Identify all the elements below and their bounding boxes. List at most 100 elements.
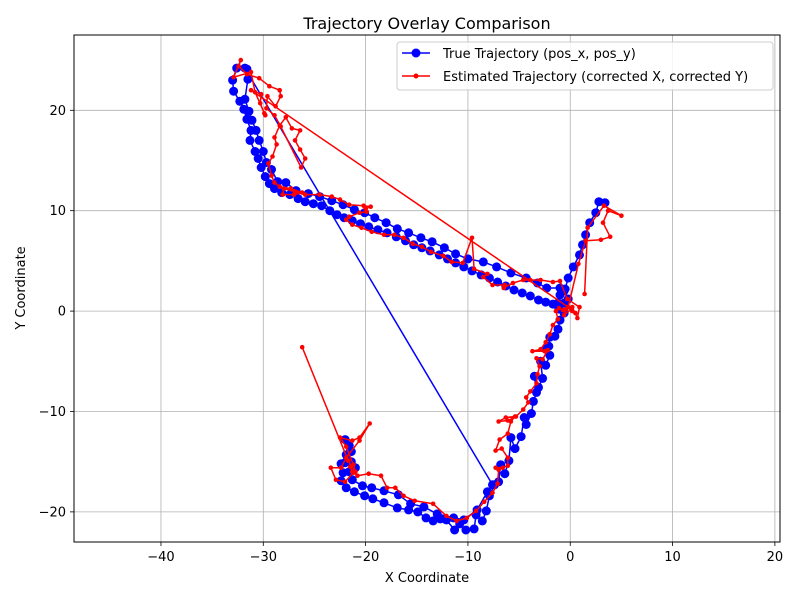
data-point xyxy=(585,218,595,228)
x-tick-label: 10 xyxy=(664,550,681,565)
data-point xyxy=(317,201,327,211)
data-point xyxy=(500,469,510,479)
data-point xyxy=(598,237,604,243)
data-point xyxy=(254,135,264,145)
data-point xyxy=(534,356,539,361)
data-point xyxy=(564,296,570,302)
data-point xyxy=(244,71,250,77)
data-point xyxy=(577,304,582,310)
data-point xyxy=(381,218,391,228)
data-point xyxy=(607,234,613,240)
data-point xyxy=(337,435,343,440)
data-point xyxy=(534,295,543,305)
data-point xyxy=(265,93,270,99)
data-point xyxy=(493,465,498,471)
data-point xyxy=(350,438,355,443)
data-point xyxy=(520,277,526,283)
data-point xyxy=(343,217,349,222)
data-point xyxy=(283,115,289,120)
data-point xyxy=(477,516,487,526)
series-estimated-trajectory xyxy=(231,57,624,524)
data-point xyxy=(517,288,527,298)
data-point xyxy=(336,459,346,469)
data-point xyxy=(381,232,387,238)
data-point xyxy=(557,278,563,284)
data-point xyxy=(561,312,567,318)
data-point xyxy=(297,147,303,152)
data-point xyxy=(262,111,267,116)
data-point xyxy=(252,89,258,95)
data-point xyxy=(530,348,535,354)
data-point xyxy=(300,197,310,207)
data-point xyxy=(502,282,508,288)
data-point xyxy=(513,414,519,419)
data-point xyxy=(289,126,295,131)
data-point xyxy=(348,464,353,470)
data-point xyxy=(506,268,516,278)
data-point xyxy=(359,225,364,231)
data-point xyxy=(543,339,548,345)
data-point xyxy=(432,509,442,519)
legend-label-true: True Trajectory (pos_x, pos_y) xyxy=(442,47,636,62)
y-tick-label: −10 xyxy=(39,405,66,420)
data-point xyxy=(329,194,335,199)
data-point xyxy=(349,487,359,497)
data-point xyxy=(568,262,578,272)
data-point xyxy=(281,186,287,191)
data-point xyxy=(358,481,367,491)
y-tick-label: 20 xyxy=(49,104,66,119)
data-point xyxy=(264,106,269,111)
data-point xyxy=(421,513,431,523)
data-point xyxy=(541,297,551,307)
data-point xyxy=(454,518,460,524)
data-point xyxy=(260,172,270,182)
data-point xyxy=(545,350,555,360)
data-point xyxy=(277,184,283,189)
data-point xyxy=(384,485,390,491)
data-point xyxy=(245,135,255,145)
data-point xyxy=(253,154,263,163)
data-point xyxy=(510,444,520,454)
data-point xyxy=(370,213,380,223)
data-point xyxy=(266,161,271,166)
data-point xyxy=(553,324,563,334)
data-point xyxy=(357,210,362,215)
data-point xyxy=(570,304,575,310)
plot-area: −40 −30 −20 −10 0 10 20 −20 −10 0 10 20 xyxy=(39,34,784,565)
data-point xyxy=(525,291,535,301)
data-point xyxy=(401,235,406,241)
x-tick-label: −10 xyxy=(454,550,481,565)
x-tick-label: 20 xyxy=(767,550,784,565)
data-point xyxy=(482,499,487,505)
data-point xyxy=(367,483,377,493)
data-point xyxy=(538,373,548,383)
data-point xyxy=(327,196,337,206)
x-tick-label: −40 xyxy=(147,550,174,565)
legend-swatch-estimated-marker xyxy=(413,73,419,79)
data-point xyxy=(576,261,581,267)
legend: True Trajectory (pos_x, pos_y) Estimated… xyxy=(396,41,774,91)
data-point xyxy=(412,498,418,504)
data-point xyxy=(250,147,260,156)
data-point xyxy=(392,224,402,234)
data-point xyxy=(427,237,437,247)
series-layer xyxy=(228,57,624,535)
data-point xyxy=(299,190,305,195)
data-point xyxy=(269,173,274,178)
data-point xyxy=(464,515,470,521)
data-point xyxy=(342,479,348,485)
data-point xyxy=(240,94,250,104)
axes-background xyxy=(74,35,780,542)
data-point xyxy=(272,135,277,140)
data-point xyxy=(343,455,349,461)
x-tick-label: −30 xyxy=(250,550,277,565)
data-point xyxy=(368,204,374,209)
data-point xyxy=(333,477,339,483)
data-point xyxy=(350,469,355,475)
data-point xyxy=(565,304,571,310)
data-point xyxy=(528,389,533,394)
data-point xyxy=(231,74,236,80)
data-point xyxy=(500,465,506,471)
data-point xyxy=(258,91,264,97)
data-point xyxy=(302,156,308,161)
